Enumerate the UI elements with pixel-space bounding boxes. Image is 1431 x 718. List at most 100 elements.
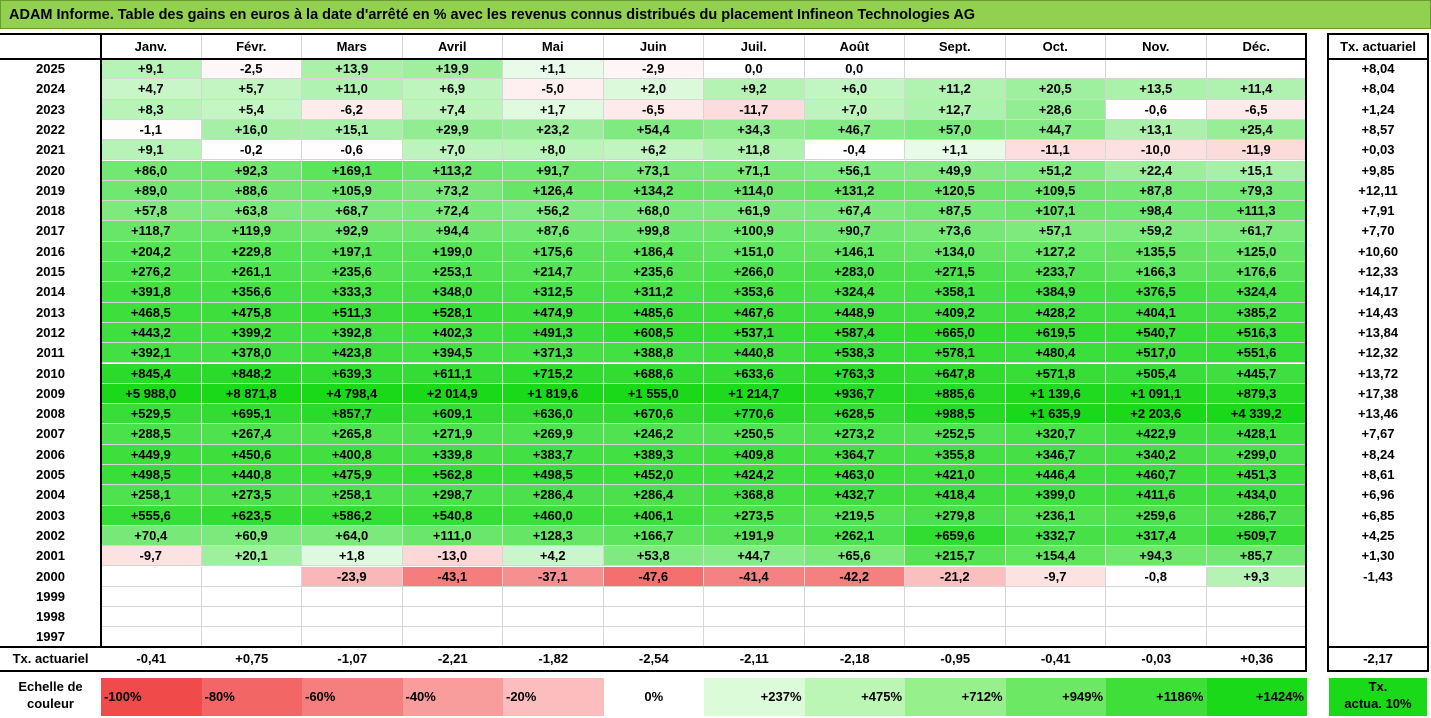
heatmap-cell: +250,5 (704, 424, 805, 445)
heatmap-cell: +424,2 (704, 465, 805, 486)
heatmap-cell: 0,0 (804, 59, 905, 80)
heatmap-cell (804, 586, 905, 608)
heatmap-cell: +15,1 (1206, 160, 1307, 181)
heatmap-cell: +8,3 (101, 99, 202, 120)
year-label: 2001 (36, 548, 65, 564)
heatmap-cell: -11,1 (1005, 140, 1106, 161)
year-label: 2004 (36, 487, 65, 503)
heatmap-cell: +1,8 (302, 546, 403, 567)
heatmap-cell: +49,9 (905, 160, 1006, 181)
heatmap-cell: +460,7 (1106, 465, 1207, 486)
heatmap-cell: +175,6 (503, 241, 604, 262)
heatmap-cell: +353,6 (704, 282, 805, 303)
year-label: 2020 (36, 162, 65, 178)
heatmap-cell: +288,5 (101, 424, 202, 445)
heatmap-cell (603, 586, 704, 608)
heatmap-cell: +68,0 (603, 201, 704, 222)
heatmap-cell: +265,8 (302, 424, 403, 445)
heatmap-cell: +22,4 (1106, 160, 1207, 181)
heatmap-cell: +7,0 (402, 140, 503, 161)
heatmap-cell: +85,7 (1206, 546, 1307, 567)
heatmap-cell: +128,3 (503, 525, 604, 547)
heatmap-cell: +6,0 (804, 79, 905, 100)
heatmap-cell: +12,7 (905, 99, 1006, 120)
heatmap-cell: +639,3 (302, 363, 403, 384)
heatmap-cell: +404,1 (1106, 302, 1207, 323)
heatmap-cell: +1 819,6 (503, 383, 604, 405)
heatmap-cell: +364,7 (804, 444, 905, 465)
month-header: Août (805, 35, 905, 59)
heatmap-cell: +449,9 (101, 444, 202, 465)
heatmap-cell: +4,2 (503, 546, 604, 567)
heatmap-cell: +286,4 (503, 485, 604, 506)
heatmap-cell (1106, 586, 1207, 608)
heatmap-cell: +2,0 (603, 79, 704, 100)
heatmap-cell: +166,3 (1106, 262, 1207, 283)
heatmap-cell (704, 627, 805, 648)
month-header: Mars (302, 35, 403, 59)
heatmap-cell: +845,4 (101, 363, 202, 384)
annual-rate-value (1329, 627, 1427, 647)
heatmap-cell: +261,1 (201, 262, 302, 283)
heatmap-cell: +154,4 (1005, 546, 1106, 567)
annual-rate-value: +13,72 (1357, 365, 1399, 381)
heatmap-cell: +88,6 (201, 180, 302, 202)
heatmap-cell: +6,2 (603, 140, 704, 161)
heatmap-cell: +399,2 (201, 322, 302, 344)
heatmap-cell: +56,1 (804, 160, 905, 181)
heatmap-cell: +491,3 (503, 322, 604, 344)
heatmap-cell: 0,0 (704, 59, 805, 80)
heatmap-cell: +312,5 (503, 282, 604, 303)
heatmap-cell: +498,5 (503, 465, 604, 486)
heatmap-cell: +91,7 (503, 160, 604, 181)
heatmap-cell: +113,2 (402, 160, 503, 181)
heatmap-cell: +57,0 (905, 119, 1006, 141)
annual-rate-value: +7,67 (1361, 426, 1395, 442)
heatmap-cell: -11,9 (1206, 140, 1307, 161)
heatmap-cell: +562,8 (402, 465, 503, 486)
header-separator (0, 58, 1307, 60)
heatmap-cell: +445,7 (1206, 363, 1307, 384)
heatmap-cell: -42,2 (804, 566, 905, 587)
heatmap-cell: +376,5 (1106, 282, 1207, 303)
heatmap-cell: +262,1 (804, 525, 905, 547)
year-label: 2003 (36, 507, 65, 523)
heatmap-cell: +19,9 (402, 59, 503, 80)
heatmap-cell: +628,5 (804, 404, 905, 425)
heatmap-cell: +276,2 (101, 262, 202, 283)
heatmap-cell: +440,8 (704, 343, 805, 364)
heatmap-cell: +474,9 (503, 302, 604, 323)
heatmap-cell: +25,4 (1206, 119, 1307, 141)
year-label: 2017 (36, 223, 65, 239)
monthly-rate-value: -0,41 (136, 651, 167, 666)
annual-rate-value: +8,57 (1361, 121, 1395, 137)
heatmap-cell: +134,0 (905, 241, 1006, 262)
heatmap-cell: +134,2 (603, 180, 704, 202)
heatmap-cell: +647,8 (905, 363, 1006, 384)
heatmap-cell: -6,5 (603, 99, 704, 120)
heatmap-cell: -41,4 (704, 566, 805, 587)
heatmap-cell: +13,9 (302, 59, 403, 80)
annual-rate-value: +0,03 (1361, 142, 1395, 158)
heatmap-cell: +475,9 (302, 465, 403, 486)
heatmap-cell: +283,0 (804, 262, 905, 283)
heatmap-cell (1005, 59, 1106, 80)
heatmap-cell: +233,7 (1005, 262, 1106, 283)
heatmap-cell: +770,6 (704, 404, 805, 425)
heatmap-cell: +609,1 (402, 404, 503, 425)
heatmap-cell: +670,6 (603, 404, 704, 425)
heatmap-cell: +94,4 (402, 221, 503, 242)
heatmap-cell: +120,5 (905, 180, 1006, 202)
heatmap-cell: +763,3 (804, 363, 905, 384)
heatmap-cell: +578,1 (905, 343, 1006, 364)
heatmap-cell: +11,0 (302, 79, 403, 100)
heatmap-cell: +317,4 (1106, 525, 1207, 547)
year-label: 2011 (36, 345, 65, 361)
heatmap-cell: +659,6 (905, 525, 1006, 547)
year-label: 2002 (36, 527, 65, 543)
heatmap-cell: +118,7 (101, 221, 202, 242)
heatmap-cell: +13,5 (1106, 79, 1207, 100)
heatmap-cell: +422,9 (1106, 424, 1207, 445)
year-label: 2006 (36, 446, 65, 462)
heatmap-cell: -0,2 (201, 140, 302, 161)
